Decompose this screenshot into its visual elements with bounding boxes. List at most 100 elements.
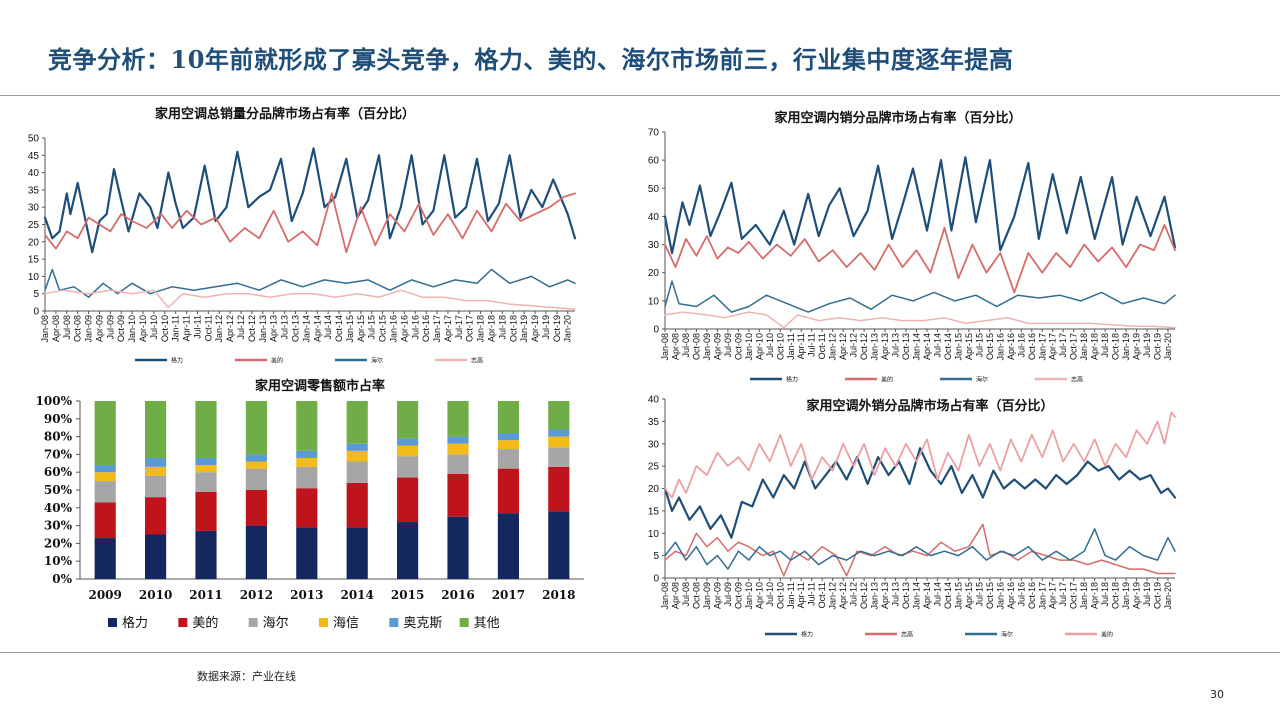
x-tick-label: Jul-17 <box>1058 333 1068 358</box>
legend-label: 美的 <box>1101 631 1113 639</box>
x-tick-label: Jul-14 <box>932 333 942 358</box>
legend-label: 志高 <box>1071 376 1083 384</box>
y-tick-label: 15 <box>28 255 40 266</box>
bar-segment-2 <box>447 454 469 474</box>
x-tick-label: Apr-14 <box>312 315 322 342</box>
x-tick-label: Oct-11 <box>817 333 827 359</box>
y-tick-label: 80% <box>44 430 73 444</box>
x-tick-label: Jul-11 <box>807 582 817 606</box>
bar-segment-4 <box>94 465 116 473</box>
x-tick-label: Oct-10 <box>160 315 170 342</box>
bar-segment-2 <box>497 449 519 469</box>
x-tick-label: Apr-17 <box>443 315 453 342</box>
x-tick-label: Apr-13 <box>880 333 890 360</box>
bar-segment-3 <box>397 445 419 457</box>
bar-segment-2 <box>397 456 419 478</box>
legend-swatch <box>178 618 188 627</box>
legend-label: 格力 <box>171 357 183 365</box>
x-tick-label: Jul-19 <box>1142 333 1152 358</box>
x-tick-label: Jan-19 <box>1121 333 1131 361</box>
bar-segment-1 <box>346 482 368 528</box>
bar-segment-0 <box>447 516 469 579</box>
x-tick-label: Jul-17 <box>1058 582 1068 607</box>
bar-segment-3 <box>548 436 570 448</box>
x-tick-label: Jul-08 <box>681 333 691 358</box>
chart-title: 家用空调总销量分品牌市场占有率（百分比） <box>155 106 415 122</box>
chart-title: 家用空调内销分品牌市场占有率（百分比） <box>774 110 1021 126</box>
y-tick-label: 70% <box>44 447 73 461</box>
page-number: 30 <box>1210 688 1224 701</box>
x-tick-label: Oct-16 <box>1027 333 1037 360</box>
x-tick-label: 2017 <box>492 588 525 602</box>
x-tick-label: Jan-17 <box>432 315 442 343</box>
legend-label: 海尔 <box>371 357 383 365</box>
x-tick-label: Jul-12 <box>849 333 859 358</box>
x-tick-label: Apr-13 <box>880 582 890 609</box>
y-tick-label: 20% <box>44 536 73 550</box>
x-tick-label: Apr-09 <box>712 582 722 609</box>
bar-segment-4 <box>346 443 368 451</box>
series-line-1 <box>44 192 576 254</box>
footer-divider <box>0 652 1280 653</box>
x-tick-label: Oct-17 <box>1069 582 1079 609</box>
x-tick-label: Apr-19 <box>1132 333 1142 360</box>
x-tick-label: Oct-14 <box>943 582 953 609</box>
x-tick-label: Apr-11 <box>796 582 806 608</box>
x-tick-label: Jul-14 <box>932 582 942 607</box>
bar-segment-0 <box>145 534 167 579</box>
x-tick-label: Jan-19 <box>519 315 529 343</box>
x-tick-label: Jul-19 <box>541 315 551 340</box>
bar-segment-4 <box>548 429 570 437</box>
x-tick-label: Apr-12 <box>838 582 848 609</box>
x-tick-label: Jan-14 <box>912 582 922 610</box>
x-tick-label: Oct-15 <box>378 315 388 342</box>
y-tick-label: 0 <box>653 325 659 336</box>
y-tick-label: 10 <box>648 529 660 540</box>
x-tick-label: Jan-12 <box>214 315 224 343</box>
x-tick-label: Jul-15 <box>974 333 984 358</box>
bar-segment-3 <box>447 443 469 455</box>
y-tick-label: 50% <box>44 483 73 497</box>
x-tick-label: Jan-17 <box>1037 333 1047 361</box>
x-tick-label: Apr-18 <box>1090 582 1100 609</box>
x-tick-label: Oct-16 <box>1027 582 1037 609</box>
x-tick-label: Jul-13 <box>280 315 290 340</box>
bar-segment-4 <box>497 433 519 441</box>
bar-segment-1 <box>447 473 469 517</box>
x-tick-label: Oct-19 <box>1153 582 1163 609</box>
x-tick-label: Oct-09 <box>733 582 743 609</box>
x-tick-label: Jul-18 <box>497 315 507 340</box>
chart-retail-share: 家用空调零售额市占率 0% 10% 20% 30% 40% 50% 60% 70% 80% 90% 1… <box>36 378 584 631</box>
bar-segment-3 <box>245 461 267 469</box>
y-tick-label: 35 <box>648 417 660 428</box>
x-tick-label: Oct-10 <box>775 333 785 360</box>
y-tick-label: 0% <box>52 572 72 586</box>
x-tick-label: Jan-16 <box>995 333 1005 361</box>
x-tick-label: Jul-11 <box>807 333 817 357</box>
bar-segment-1 <box>145 497 167 535</box>
bar-segment-0 <box>548 511 570 579</box>
x-tick-label: Jan-13 <box>870 582 880 610</box>
y-tick-label: 35 <box>28 185 40 196</box>
x-tick-label: Oct-09 <box>733 333 743 360</box>
bar-segment-1 <box>397 477 419 523</box>
x-tick-label: Jan-09 <box>702 582 712 610</box>
x-tick-label: Apr-16 <box>1006 582 1016 609</box>
x-tick-label: Oct-18 <box>508 315 518 342</box>
x-tick-label: 2012 <box>240 588 273 602</box>
legend-swatch <box>248 618 258 627</box>
bar-segment-5 <box>296 401 318 451</box>
x-tick-label: Jul-18 <box>1100 582 1110 607</box>
x-tick-label: Apr-12 <box>838 333 848 360</box>
y-tick-label: 30 <box>648 439 660 450</box>
x-tick-label: Jul-09 <box>723 333 733 358</box>
x-tick-label: Oct-17 <box>465 315 475 342</box>
series-line-1 <box>664 224 1176 294</box>
x-tick-label: 2018 <box>542 588 575 602</box>
bar-segment-3 <box>296 457 318 467</box>
x-tick-label: Oct-18 <box>1111 582 1121 609</box>
x-tick-label: Jul-16 <box>1016 582 1026 607</box>
bar-segment-4 <box>447 436 469 444</box>
x-tick-label: Jul-15 <box>367 315 377 340</box>
x-tick-label: Oct-14 <box>334 315 344 342</box>
